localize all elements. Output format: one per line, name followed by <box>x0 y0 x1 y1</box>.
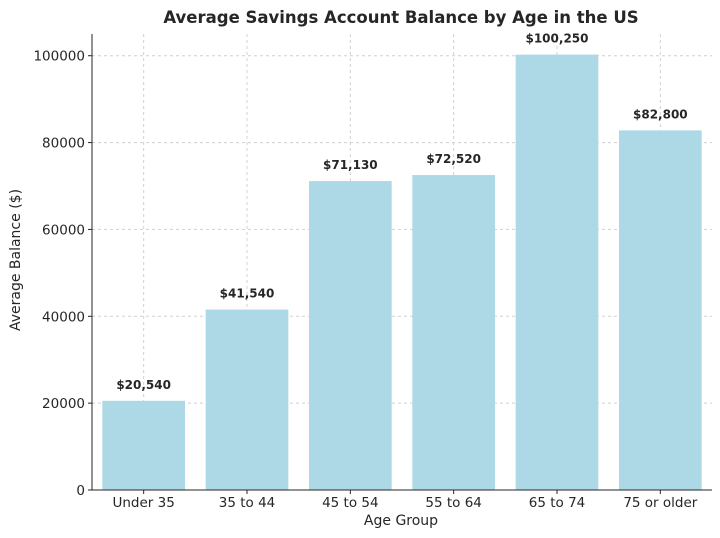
bar <box>309 181 392 490</box>
x-tick-label: 55 to 64 <box>425 495 482 511</box>
y-tick-label: 60000 <box>42 222 85 238</box>
x-tick-label: Under 35 <box>112 495 174 511</box>
chart-title: Average Savings Account Balance by Age i… <box>163 8 638 27</box>
y-tick-label: 20000 <box>42 396 85 412</box>
bar <box>205 309 289 490</box>
x-axis-label: Age Group <box>364 513 438 529</box>
bar <box>412 175 495 490</box>
y-tick-label: 80000 <box>42 136 85 152</box>
bar-value-label: $20,540 <box>116 378 171 392</box>
x-tick-label: 65 to 74 <box>529 495 586 511</box>
bar-value-label: $71,130 <box>323 158 378 172</box>
bar-value-label: $41,540 <box>220 287 275 301</box>
bar-value-label: $100,250 <box>525 32 588 46</box>
axes <box>91 34 712 491</box>
data-labels: $20,540 $41,540 $71,130 $72,520 $100,250 $82,… <box>116 32 687 392</box>
x-tick-label: 35 to 44 <box>219 495 276 511</box>
y-tick-label: 100000 <box>33 49 85 65</box>
bar-value-label: $82,800 <box>633 107 688 121</box>
y-axis-ticks: 0 20000 40000 60000 80000 100000 <box>33 49 92 499</box>
bars <box>102 54 702 490</box>
y-tick-label: 0 <box>76 483 85 499</box>
bar <box>102 400 185 490</box>
y-tick-label: 40000 <box>42 309 85 325</box>
x-axis-ticks: Under 35 35 to 44 45 to 54 55 to 64 65 to 74… <box>112 490 698 511</box>
x-tick-label: 45 to 54 <box>322 495 379 511</box>
bar <box>515 54 599 490</box>
y-axis-label: Average Balance ($) <box>8 189 24 331</box>
x-tick-label: 75 or older <box>623 495 697 511</box>
bar <box>619 130 702 490</box>
bar-value-label: $72,520 <box>426 152 481 166</box>
